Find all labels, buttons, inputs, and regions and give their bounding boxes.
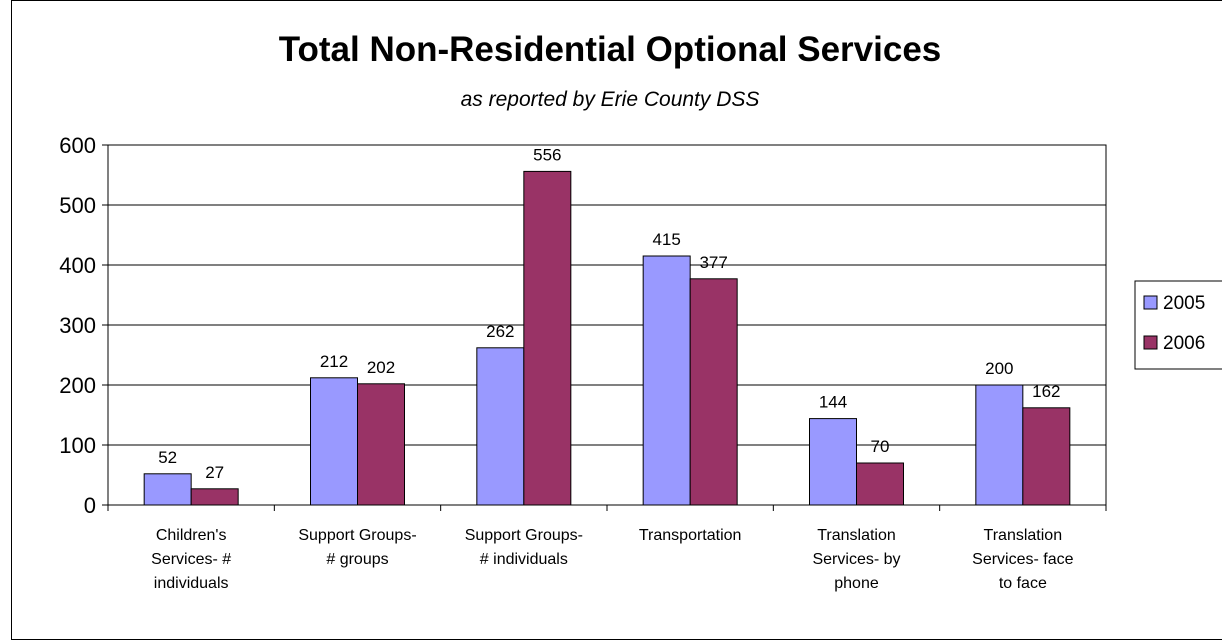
data-label: 52 [158, 448, 177, 467]
bar-2005-4 [809, 418, 857, 506]
data-label: 212 [320, 352, 348, 371]
legend-label: 2005 [1163, 293, 1205, 314]
y-tick-label: 0 [84, 493, 96, 518]
x-axis-labels: Children's Services- # individuals Support … [151, 527, 1073, 592]
y-tick-label: 100 [59, 433, 96, 458]
data-label: 202 [367, 358, 395, 377]
x-category-label: phone [834, 575, 879, 592]
x-category-label: Support Groups- [298, 527, 416, 544]
x-category-label: Services- # [151, 551, 231, 568]
data-label: 27 [205, 463, 224, 482]
data-label: 200 [985, 359, 1013, 378]
x-category-label: Services- by [812, 551, 900, 568]
data-label: 70 [871, 437, 890, 456]
bar-2006-1 [357, 383, 405, 506]
legend-swatch-2006 [1143, 335, 1158, 350]
data-labels: 52 212 262 415 144 200 27 202 556 377 70 162 [158, 145, 1060, 481]
bar-2005-1 [310, 377, 358, 506]
grid-lines [108, 144, 1106, 446]
data-label: 556 [533, 145, 561, 164]
x-category-label: Children's [156, 527, 227, 544]
data-label: 162 [1032, 382, 1060, 401]
bar-2006-3 [689, 278, 738, 506]
y-tick-label: 300 [59, 313, 96, 338]
bar-2006-4 [856, 462, 904, 506]
bar-2005-0 [143, 473, 192, 506]
bar-2005-5 [975, 384, 1024, 506]
x-category-label: Transportation [639, 527, 742, 544]
data-label: 262 [486, 322, 514, 341]
x-category-label: Support Groups- [465, 527, 583, 544]
y-tick-label: 400 [59, 253, 96, 278]
bars [143, 170, 1071, 506]
y-tick-label: 500 [59, 193, 96, 218]
legend-label: 2006 [1163, 333, 1205, 354]
legend-swatch-2005 [1143, 295, 1158, 310]
chart-subtitle: as reported by Erie County DSS [460, 88, 760, 111]
bar-2005-3 [642, 255, 691, 506]
data-label: 377 [699, 253, 727, 272]
y-tick-label: 200 [59, 373, 96, 398]
data-label: 144 [819, 393, 847, 412]
x-category-label: Translation [817, 527, 896, 544]
legend: 2005 2006 [1134, 280, 1222, 370]
x-category-label: to face [999, 575, 1047, 592]
bar-2006-2 [523, 170, 572, 506]
x-category-label: individuals [154, 575, 229, 592]
bar-2006-0 [190, 488, 239, 506]
bar-2006-5 [1022, 407, 1071, 506]
x-category-label: Services- face [972, 551, 1073, 568]
data-label: 415 [652, 230, 680, 249]
bar-2005-2 [476, 347, 525, 506]
chart-title: Total Non-Residential Optional Services [278, 30, 942, 69]
x-category-label: # groups [326, 551, 388, 568]
x-category-label: # individuals [480, 551, 568, 568]
x-category-label: Translation [984, 527, 1063, 544]
y-axis-ticks: 0 100 200 300 400 500 600 [59, 133, 108, 518]
axes [107, 144, 1107, 511]
y-tick-label: 600 [59, 133, 96, 158]
